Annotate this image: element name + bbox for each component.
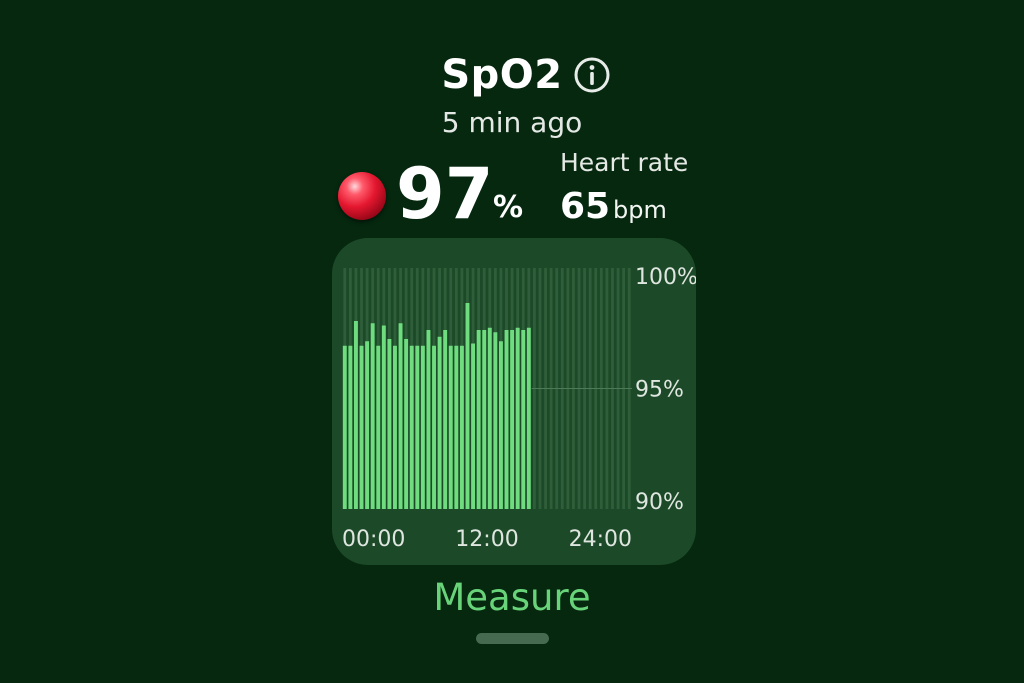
spo2-bar [465,303,470,509]
y-tick-label: 100% [635,265,696,290]
y-tick-label: 95% [635,378,684,403]
spo2-bar [498,341,503,509]
measure-button[interactable]: Measure [433,576,591,619]
spo2-bar [353,321,358,509]
home-indicator[interactable] [476,633,549,644]
spo2-bar [510,330,515,509]
x-tick-label: 24:00 [569,527,632,552]
x-tick-label: 12:00 [455,527,518,552]
spo2-bar [526,327,531,509]
spo2-bar [515,327,520,509]
spo2-bar [409,345,414,509]
red-sphere-icon [338,172,386,220]
y-tick-label: 90% [635,490,684,515]
page-title: SpO2 [441,52,563,98]
spo2-bar [398,323,403,509]
spo2-bar [493,332,498,509]
spo2-bar [376,345,381,509]
spo2-bar [459,345,464,509]
spo2-bar [342,345,347,509]
spo2-bar [348,345,353,509]
spo2-bar [443,330,448,509]
spo2-bar [476,330,481,509]
spo2-bar [387,339,392,509]
spo2-bar-chart: 100% 95% 90% 00:00 12:00 24:00 [342,265,696,552]
info-circle-icon [574,57,610,93]
heart-rate-unit: bpm [613,196,667,224]
spo2-bar [521,330,526,509]
spo2-bar [437,336,442,509]
title-row: SpO2 [0,52,1024,98]
heart-rate-value: 65 [560,186,611,227]
spo2-bar [432,345,436,509]
spo2-bar [404,339,409,509]
spo2-bar [359,345,364,509]
x-tick-label: 00:00 [342,527,405,552]
spo2-bar [487,327,492,509]
spo2-bar [420,345,425,509]
spo2-value: 97 [396,153,494,235]
info-icon[interactable] [573,56,611,94]
spo2-bar [415,345,420,509]
spo2-bar [365,341,370,509]
spo2-chart-card[interactable]: 100% 95% 90% 00:00 12:00 24:00 [332,238,696,565]
spo2-bar [471,343,476,509]
spo2-bar [482,330,487,509]
spo2-bar [370,323,375,509]
last-measured-time: 5 min ago [441,106,583,139]
spo2-bar [381,325,386,509]
spo2-bar [393,345,397,509]
heart-rate-label: Heart rate [560,148,689,177]
spo2-bar [504,330,509,509]
spo2-bar [448,345,453,509]
spo2-bar [454,345,459,509]
spo2-bar [426,330,431,509]
spo2-unit: % [493,190,524,225]
